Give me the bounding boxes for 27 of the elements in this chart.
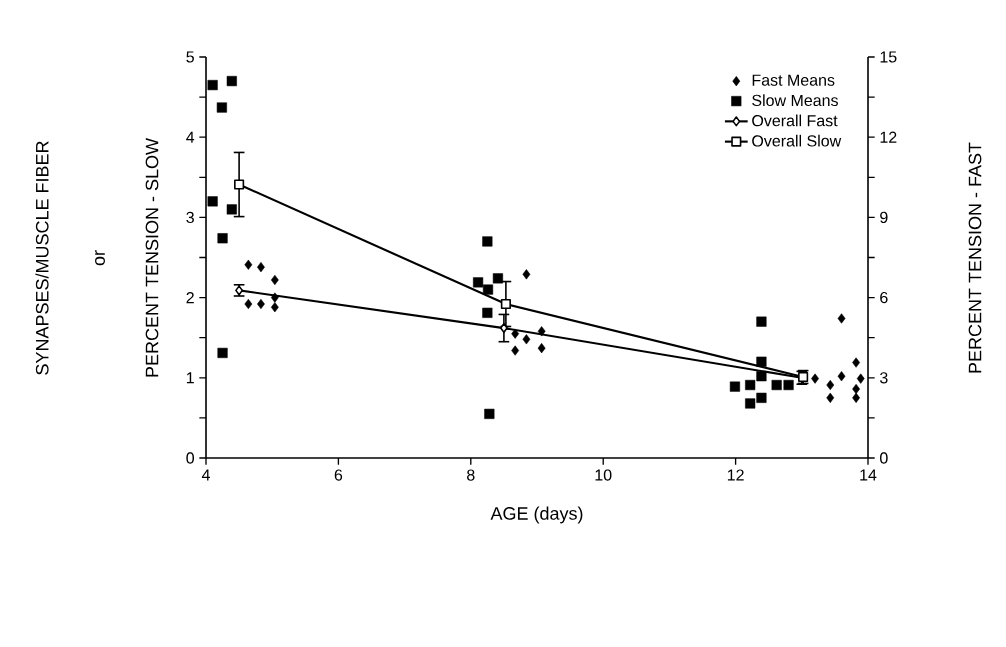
x-tick-label: 14	[860, 469, 877, 481]
y-tick-label: 1	[186, 372, 194, 384]
y2-tick-label: 6	[880, 291, 888, 304]
text: SYNAPSES/MUSCLE FIBER	[35, 141, 49, 375]
legend-label: Fast Means	[752, 74, 835, 86]
x-tick-label: 10	[595, 469, 612, 481]
x-tick-label: 12	[727, 469, 744, 481]
x-tick-label: 8	[467, 469, 475, 481]
y-tick-label: 2	[186, 292, 194, 304]
y-tick-label: 4	[186, 131, 195, 143]
y2-tick-label: 15	[880, 51, 897, 63]
x-axis-title: AGE (days)	[490, 506, 583, 524]
y2-tick-label: 3	[879, 372, 888, 384]
x-tick-label: 4	[201, 469, 210, 481]
y2-tick-label: 12	[880, 131, 897, 143]
y-tick-label: 3	[186, 211, 194, 224]
y-tick-label: 0	[186, 452, 195, 464]
y2-tick-label: 0	[880, 452, 888, 464]
legend-label: Overall Fast	[752, 114, 838, 127]
x-tick-label: 6	[334, 469, 343, 481]
y-tick-label: 5	[186, 51, 194, 63]
text: or	[95, 250, 105, 266]
legend-label: Overall Slow	[752, 134, 842, 147]
legend-label: Slow Means	[752, 94, 838, 107]
y2-tick-label: 9	[880, 211, 888, 224]
y-axis-title: PERCENT TENSION - SLOW	[145, 138, 159, 377]
y2-axis-title: PERCENT TENSION - FAST	[968, 142, 982, 373]
